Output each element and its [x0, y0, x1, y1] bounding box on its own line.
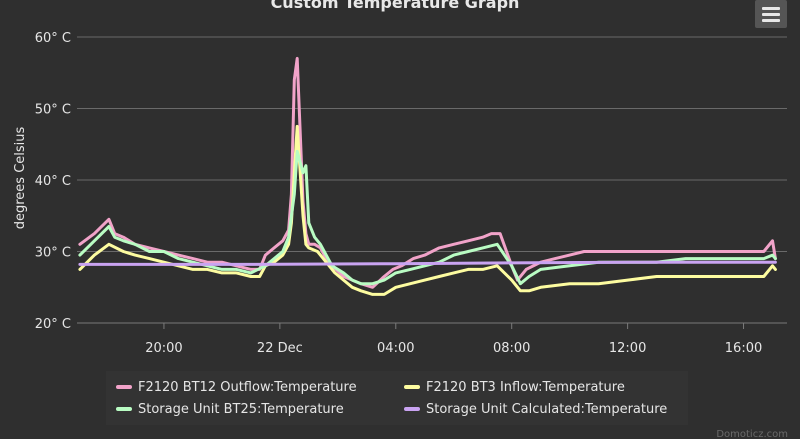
- series-line-2[interactable]: [78, 124, 777, 296]
- x-tick-label: 08:00: [493, 341, 530, 356]
- series-line-4[interactable]: [78, 260, 777, 266]
- legend-label: F2120 BT3 Inflow:Temperature: [426, 379, 625, 395]
- chart-menu-button[interactable]: [755, 0, 787, 28]
- y-axis-title: degrees Celsius: [13, 127, 28, 230]
- y-axis: 20° C 30° C 40° C 50° C 60° C: [35, 31, 71, 332]
- grid: [77, 36, 787, 324]
- hamburger-menu-icon-bar: [762, 13, 780, 16]
- legend-swatch: [404, 407, 420, 411]
- legend-label: F2120 BT12 Outflow:Temperature: [138, 379, 357, 395]
- y-tick-label: 40° C: [35, 174, 71, 189]
- y-tick-label: 60° C: [35, 31, 71, 46]
- legend-label: Storage Unit Calculated:Temperature: [426, 401, 668, 417]
- legend-item-2[interactable]: F2120 BT3 Inflow:Temperature: [404, 377, 625, 397]
- legend-item-1[interactable]: F2120 BT12 Outflow:Temperature: [116, 377, 357, 397]
- chart-legend: F2120 BT12 Outflow:Temperature F2120 BT3 …: [106, 371, 688, 425]
- hamburger-menu-icon: [762, 7, 780, 10]
- x-tick-label: 22 Dec: [257, 341, 303, 356]
- y-tick-label: 20° C: [35, 317, 71, 332]
- credit-label[interactable]: Domoticz.com: [716, 429, 788, 439]
- legend-swatch: [116, 385, 132, 389]
- x-axis: 20:00 22 Dec 04:00 08:00 12:00 16:00: [77, 322, 787, 356]
- y-tick-label: 50° C: [35, 103, 71, 118]
- series-line-3[interactable]: [78, 149, 777, 286]
- legend-swatch: [404, 385, 420, 389]
- series-line-1[interactable]: [78, 56, 777, 289]
- legend-item-3[interactable]: Storage Unit BT25:Temperature: [116, 399, 344, 419]
- x-tick-label: 16:00: [725, 341, 762, 356]
- series-group: [78, 56, 777, 296]
- y-tick-label: 30° C: [35, 246, 71, 261]
- chart-title: Custom Temperature Graph: [271, 0, 520, 12]
- hamburger-menu-icon-bar: [762, 19, 780, 22]
- x-tick-label: 20:00: [145, 341, 182, 356]
- x-tick-label: 12:00: [609, 341, 646, 356]
- x-tick-label: 04:00: [377, 341, 414, 356]
- legend-swatch: [116, 407, 132, 411]
- legend-label: Storage Unit BT25:Temperature: [138, 401, 344, 417]
- legend-item-4[interactable]: Storage Unit Calculated:Temperature: [404, 399, 667, 419]
